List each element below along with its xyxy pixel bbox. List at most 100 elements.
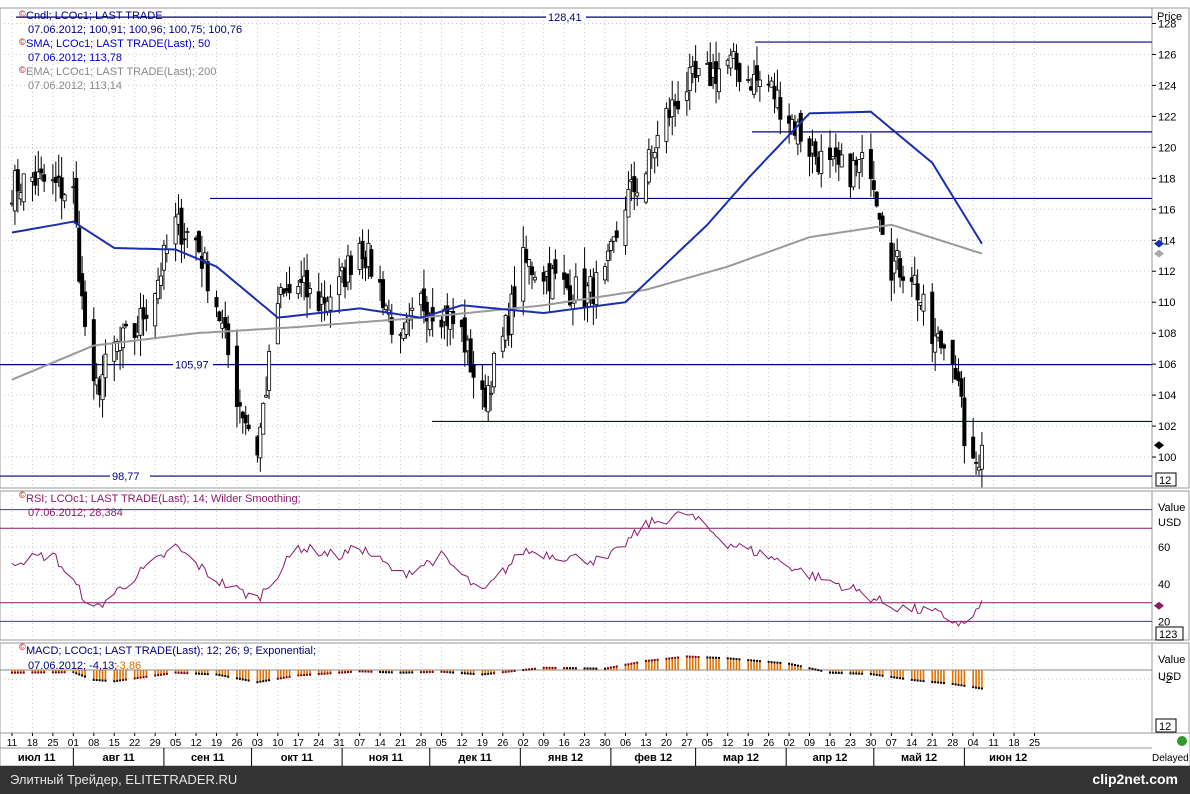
candle-body — [512, 286, 517, 308]
macd-bar-tip — [183, 672, 186, 675]
macd-bar-tip — [466, 672, 469, 675]
macd-bar-tip — [738, 658, 741, 661]
macd-bar-tip — [729, 657, 732, 660]
candle-body — [892, 260, 897, 274]
axis-frame-2 — [1151, 642, 1190, 734]
macd-bar-tip — [154, 674, 157, 677]
macd-bar-tip — [899, 677, 902, 680]
day-tick-label: 25 — [1029, 738, 1041, 749]
macd-bar-tip — [268, 679, 271, 682]
macd-bar-tip — [157, 674, 160, 677]
macd-bar-tip — [136, 676, 139, 679]
axis-frame-1 — [1151, 490, 1190, 641]
macd-bar-tip — [931, 680, 934, 683]
macd-bar-tip — [688, 655, 691, 658]
sma-50-line — [11, 110, 983, 319]
candle-body — [91, 319, 96, 382]
candle-body — [39, 168, 44, 174]
price-axis-title: Price — [1157, 11, 1182, 23]
candles — [9, 41, 984, 488]
macd-bar-tip — [40, 671, 43, 674]
month-label: май 12 — [901, 752, 937, 764]
macd-bar-tip — [942, 682, 945, 685]
macd-bar-tip — [522, 669, 525, 671]
candle-body — [553, 259, 558, 274]
macd-bar-tip — [595, 667, 598, 670]
macd-bar-tip — [481, 673, 484, 676]
macd-bar-tip — [712, 656, 715, 659]
brand-label[interactable]: clip2net.com — [1092, 771, 1178, 787]
candle-body — [56, 175, 61, 178]
macd-bar-tip — [811, 667, 814, 670]
scale-badge-rsi — [1155, 626, 1184, 641]
price-tick-label: 116 — [1158, 204, 1176, 216]
macd-bar-tip — [586, 667, 589, 670]
ema-marker — [1154, 249, 1164, 258]
macd-bar-tip — [750, 659, 753, 662]
macd-bar-tip — [820, 669, 823, 672]
macd-bar-tip — [861, 672, 864, 675]
candle-body — [933, 335, 938, 353]
day-tick-label: 01 — [68, 738, 80, 749]
day-tick-label: 02 — [784, 738, 796, 749]
candle-body — [754, 65, 759, 81]
macd-bar-tip — [361, 670, 364, 673]
candle-body — [895, 250, 900, 258]
macd-bar-tip — [715, 656, 718, 659]
macd-bar-tip — [390, 671, 393, 674]
macd-bar-tip — [405, 671, 408, 674]
price-tick-label: 128 — [1158, 18, 1176, 30]
legend-line1: SMA; LCOc1; LAST TRADE(Last); 50 — [26, 38, 210, 50]
candle-body — [532, 276, 537, 281]
macd-bar-tip — [142, 676, 145, 679]
candle-body — [156, 279, 161, 300]
delay-label: Delayed — [1152, 753, 1189, 764]
macd-bar-tip — [402, 671, 405, 674]
scale-badge-price — [1155, 472, 1177, 487]
macd-bar-tip — [279, 677, 282, 680]
month-label: июл 11 — [18, 752, 56, 764]
scale-badge-macd — [1155, 718, 1177, 733]
macd-bar-tip — [980, 687, 983, 690]
macd-bar-tip — [691, 655, 694, 658]
price-tick-label: 100 — [1158, 452, 1176, 464]
candle-body — [828, 147, 833, 160]
macd-bar-tip — [51, 671, 54, 674]
macd-bar-tip — [308, 673, 311, 676]
candle-body — [939, 330, 944, 349]
candle-body — [199, 255, 204, 269]
price-tick-label: 112 — [1158, 266, 1176, 278]
macd-bar-tip — [542, 666, 545, 669]
macd-bar-tip — [568, 667, 571, 670]
candle-body — [635, 192, 640, 197]
macd-bar-tip — [165, 672, 168, 675]
macd-bar-tip — [341, 671, 344, 674]
candle-body — [664, 107, 669, 142]
candle-body — [676, 100, 681, 110]
candle-body — [611, 236, 616, 242]
legend-icon: © — [19, 65, 26, 75]
candle-body — [603, 266, 608, 281]
price-tick-label: 104 — [1158, 390, 1176, 402]
candle-body — [471, 364, 476, 378]
candle-body — [728, 54, 733, 69]
macd-bar-tip — [855, 672, 858, 675]
level-label: 128,41 — [548, 12, 582, 24]
candle-body — [62, 194, 67, 202]
macd-bar-tip — [227, 675, 230, 678]
macd-bar-tip — [180, 671, 183, 674]
macd-bar-tip — [694, 655, 697, 658]
day-tick-label: 26 — [497, 738, 509, 749]
day-tick-label: 25 — [47, 738, 59, 749]
macd-bar-tip — [282, 676, 285, 679]
candle-body — [42, 174, 47, 182]
macd-bar-tip — [849, 672, 852, 675]
candle-body — [898, 258, 903, 278]
macd-bar-tip — [101, 679, 104, 682]
day-tick-label: 09 — [804, 738, 816, 749]
candle-body — [158, 275, 163, 286]
candle-body — [424, 301, 429, 322]
day-tick-label: 26 — [763, 738, 775, 749]
day-tick-label: 23 — [579, 738, 591, 749]
candle-body — [53, 176, 58, 183]
